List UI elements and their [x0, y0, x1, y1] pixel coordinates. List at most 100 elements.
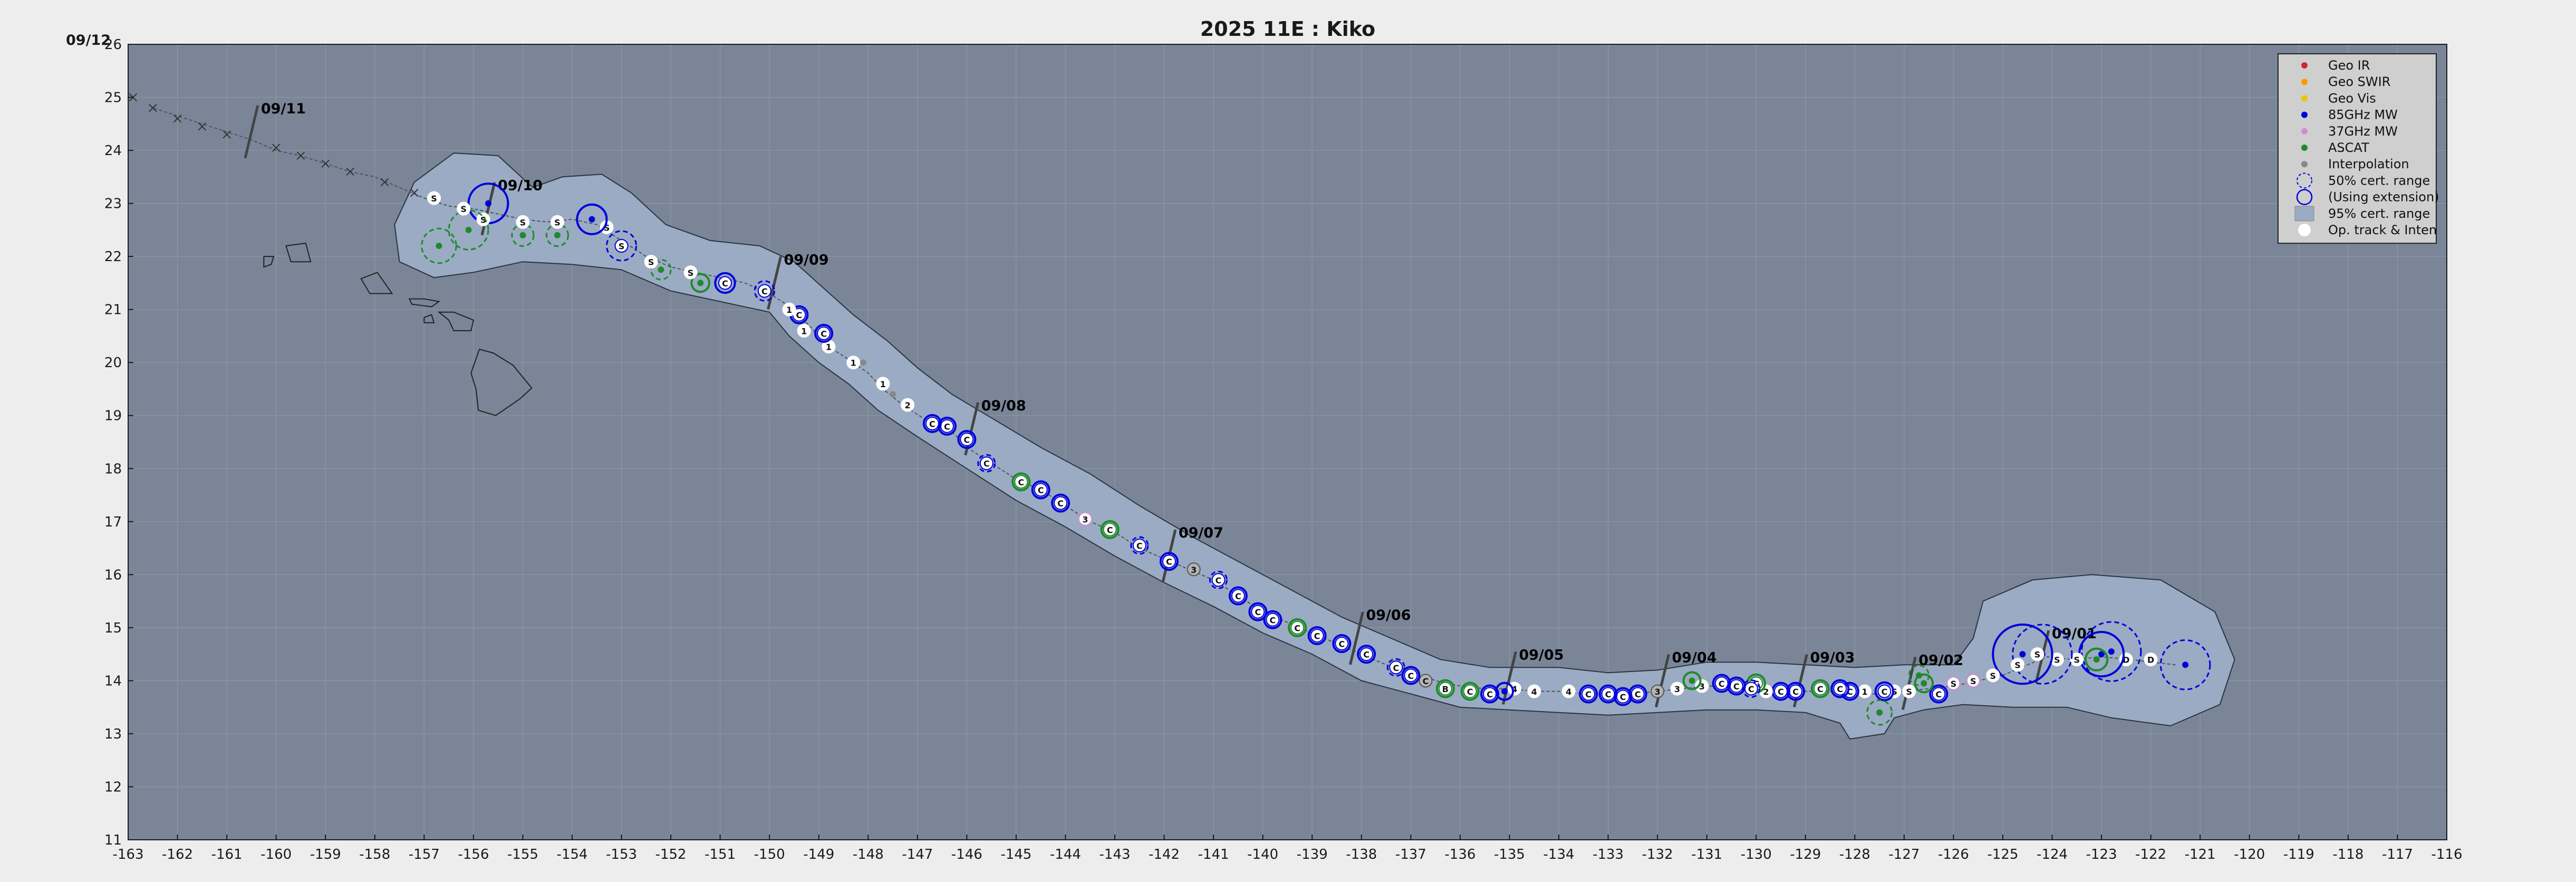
fix-label: S — [2074, 655, 2080, 665]
x-tick-label: -136 — [1444, 847, 1475, 862]
x-tick-label: -155 — [507, 847, 538, 862]
fix-label: 1 — [880, 379, 886, 389]
cert-range-50-circle — [1929, 684, 1948, 704]
legend-symbol — [2301, 128, 2308, 135]
fix-label: 1 — [801, 326, 807, 336]
fix-dot — [519, 232, 526, 238]
x-tick-label: -125 — [1988, 847, 2019, 862]
cert-range-50-circle — [650, 259, 672, 281]
cert-range-50-circle — [1031, 480, 1050, 500]
x-mark — [173, 114, 182, 123]
fix-label: C — [1136, 541, 1143, 551]
x-tick-label: -145 — [1000, 847, 1031, 862]
fix-label: S — [2054, 655, 2060, 665]
legend-label: 50% cert. range — [2328, 173, 2430, 188]
fix-label: D — [2147, 655, 2154, 665]
legend-symbol — [2298, 224, 2311, 236]
op-intensity-dot — [1404, 668, 1418, 683]
x-tick-label: -139 — [1297, 847, 1328, 862]
y-axis-ticks: 11 12 13 14 15 16 17 18 19 20 21 22 23 24 25 26 — [104, 37, 133, 848]
fix-label: C — [1408, 671, 1414, 681]
y-tick-label: 20 — [104, 355, 122, 371]
x-tick-label: -119 — [2283, 847, 2314, 862]
op-intensity-dot — [476, 212, 490, 226]
op-intensity-dot — [1186, 562, 1201, 577]
x-tick-label: -144 — [1050, 847, 1081, 862]
date-label: 09/02 — [1918, 652, 1963, 668]
fix-label: 3 — [1674, 684, 1680, 694]
fix-label: C — [796, 310, 802, 320]
chart-title: 2025 11E : Kiko — [1200, 17, 1375, 41]
x-tick-label: -138 — [1346, 847, 1377, 862]
cert-range-50-circle — [1613, 687, 1633, 706]
fix-label: C — [1057, 498, 1064, 509]
fix-label: 3 — [1191, 565, 1197, 575]
cert-range-50-circle — [1830, 679, 1850, 698]
legend-symbol — [2301, 95, 2308, 102]
cert-range-50-circle — [957, 429, 977, 449]
x-mark — [149, 103, 157, 112]
legend-symbol — [2301, 79, 2308, 85]
y-tick-label: 26 — [104, 37, 122, 53]
cert-range-50-circle — [576, 203, 608, 235]
cert-range-50-circle — [1866, 699, 1893, 726]
y-tick-label: 16 — [104, 567, 122, 583]
x-tick-label: -149 — [803, 847, 834, 862]
op-intensity-dot — [1986, 668, 2000, 683]
date-label: 09/05 — [1519, 647, 1564, 663]
fix-dot — [890, 391, 896, 398]
x-tick-label: -118 — [2332, 847, 2363, 862]
cert-range-50-circle — [1386, 658, 1405, 677]
y-tick-label: 14 — [104, 673, 122, 689]
cert-range-50-circle — [1130, 536, 1149, 555]
x-tick-label: -120 — [2234, 847, 2265, 862]
cert-range-50-circle — [1209, 570, 1228, 589]
fix-dot — [2019, 651, 2026, 658]
legend-label: Geo SWIR — [2328, 74, 2390, 89]
fix-dot — [1501, 688, 1508, 695]
op-intensity-dot — [1266, 612, 1280, 627]
fix-dot — [1689, 677, 1695, 684]
date-tick-bar — [1655, 654, 1670, 707]
x-mark — [272, 143, 281, 152]
x-mark — [410, 188, 419, 197]
legend-symbol — [2301, 145, 2308, 151]
map-axes: 09/01 09/02 09/03 09/04 09/05 09/06 09/07 09/08… — [104, 37, 2463, 862]
x-mark — [346, 167, 354, 176]
op-intensity-dot — [1946, 676, 1961, 691]
x-tick-label: -157 — [409, 847, 440, 862]
x-tick-label: -135 — [1494, 847, 1525, 862]
island-outline — [470, 348, 533, 416]
x-tick-label: -142 — [1149, 847, 1180, 862]
cert-range-50-circle — [2159, 639, 2211, 691]
legend-label: 95% cert. range — [2328, 206, 2430, 221]
fix-label: S — [554, 217, 561, 227]
cert-range-50-circle — [1726, 676, 1746, 696]
x-tick-label: -156 — [458, 847, 489, 862]
fix-label: 4 — [1566, 687, 1571, 697]
op-intensity-dot — [1014, 475, 1028, 489]
fix-label: S — [520, 217, 526, 227]
op-intensity-dot — [1251, 605, 1265, 619]
legend-symbol — [2301, 161, 2308, 168]
cert-range-50-circle — [1011, 472, 1031, 492]
fix-label: C — [1339, 639, 1345, 649]
x-tick-label: -147 — [902, 847, 933, 862]
island-outline — [423, 314, 435, 323]
fix-dot — [436, 243, 442, 250]
date-label: 09/10 — [498, 178, 543, 194]
fix-label: C — [1719, 679, 1725, 689]
y-tick-label: 19 — [104, 408, 122, 424]
fix-dot — [485, 200, 491, 207]
y-tick-label: 21 — [104, 302, 122, 318]
fix-label: C — [821, 329, 827, 339]
cert-range-50-circle — [1628, 684, 1647, 704]
fix-label: C — [1270, 615, 1276, 625]
cert-range-50-circle — [421, 227, 457, 264]
op-intensity-dot — [1561, 684, 1576, 698]
fix-label: C — [1018, 477, 1024, 487]
x-tick-label: -163 — [112, 847, 143, 862]
date-tick-bar — [244, 105, 259, 159]
y-tick-label: 18 — [104, 461, 122, 477]
